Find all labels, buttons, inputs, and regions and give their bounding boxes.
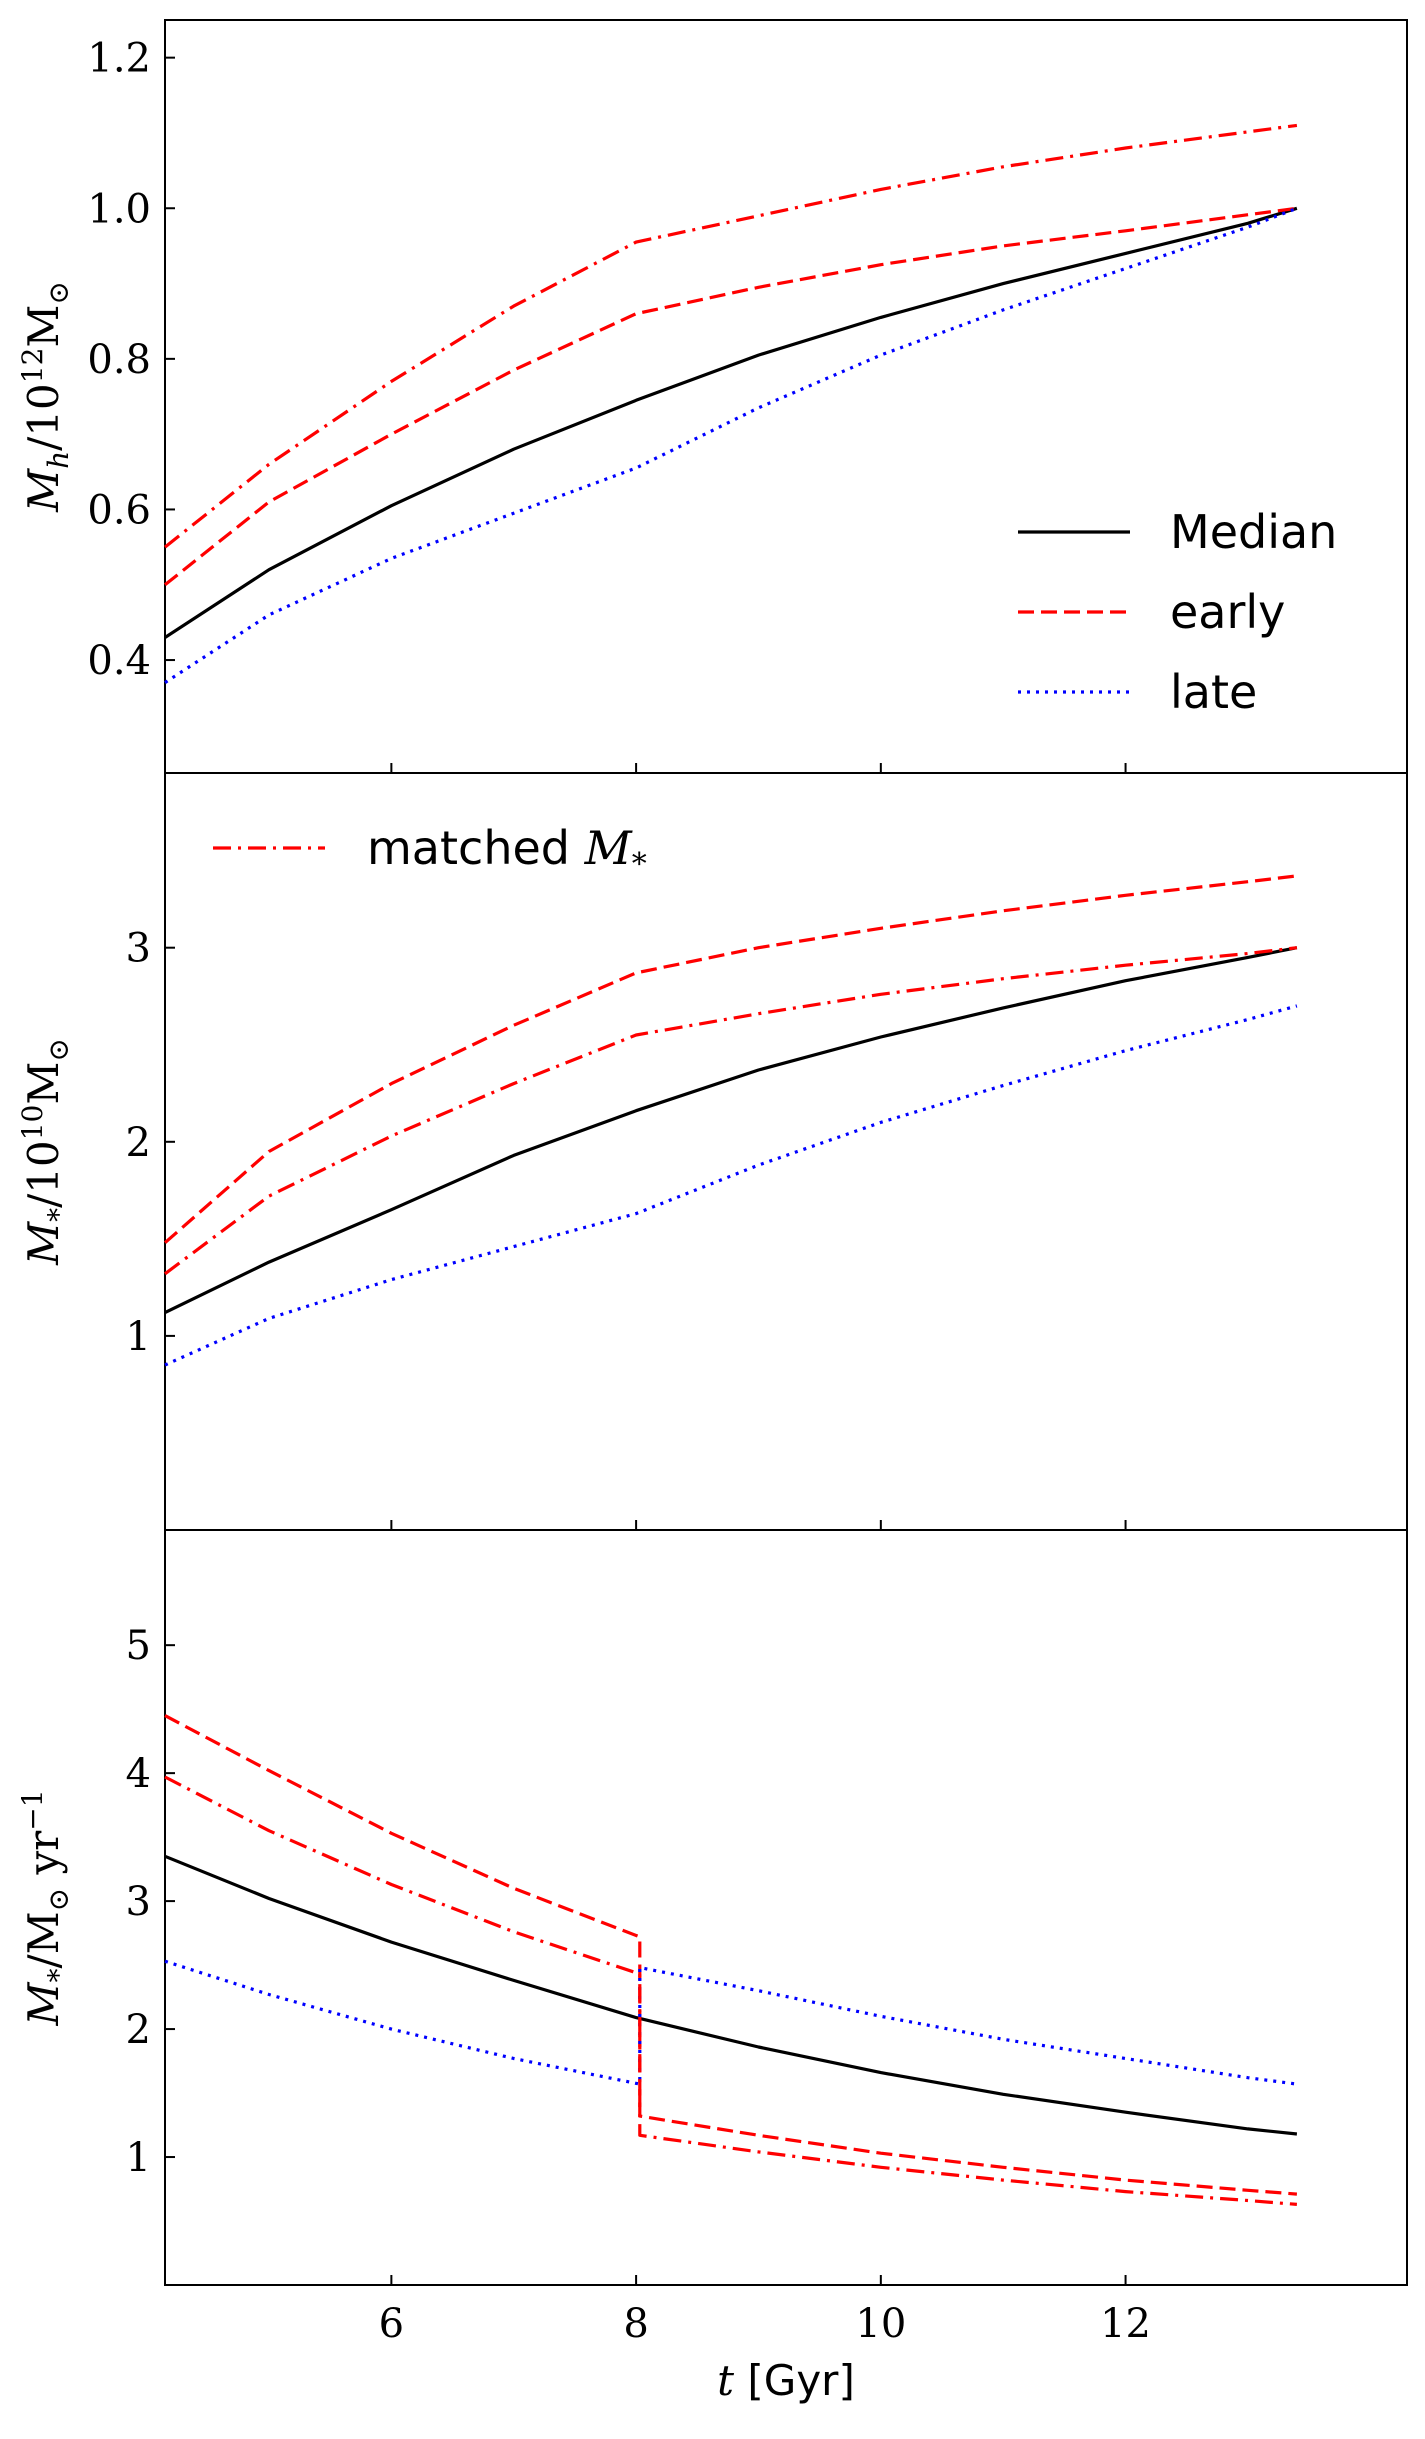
y-axis-label: M*/M⊙ yr−1	[16, 1789, 75, 2026]
x-tick-label: 6	[379, 2301, 404, 2347]
legend-entry: Median	[1170, 505, 1337, 559]
y-tick-label: 1.2	[87, 36, 151, 82]
panel-halo-mass: 0.4 0.6 0.8 1.0 1.2 Mh/1012M⊙ Median early late	[16, 19, 1408, 774]
series-line-solid	[164, 946, 1298, 1315]
y-tick-label: 0.6	[87, 487, 151, 533]
panel-stellar-mass: 1 2 3 M*/1010M⊙ matched M*	[16, 772, 1408, 1531]
x-tick-label: 10	[855, 2301, 906, 2347]
series-line-dashed	[164, 206, 1298, 587]
series-line-dashdot	[164, 1775, 1298, 2206]
y-tick-label: 0.8	[87, 337, 151, 383]
series-line-solid	[164, 1854, 1298, 2136]
y-tick-label: 5	[126, 1623, 151, 1669]
y-tick-label: 3	[126, 926, 151, 972]
y-tick-label: 2	[126, 1120, 151, 1166]
series-line-solid	[164, 206, 1298, 639]
series-line-dotted	[164, 206, 1298, 684]
series-line-dashed	[163, 874, 1298, 1244]
series-line-dotted	[164, 1959, 1298, 2086]
series-line-dashdot	[164, 946, 1298, 1276]
x-tick-label: 8	[623, 2301, 648, 2347]
series-line-dashdot	[164, 123, 1298, 549]
axes-frame	[164, 1529, 1408, 2286]
x-axis-label: t [Gyr]	[717, 2356, 855, 2405]
series-line-dotted	[164, 1004, 1298, 1367]
y-tick-label: 2	[126, 2007, 151, 2053]
y-tick-label: 1.0	[87, 186, 151, 232]
y-tick-label: 3	[126, 1879, 151, 1925]
legend-entry: late	[1170, 665, 1257, 719]
y-tick-label: 4	[126, 1751, 151, 1797]
x-tick-label: 12	[1100, 2301, 1151, 2347]
y-tick-label: 1	[126, 1314, 151, 1360]
y-tick-label: 1	[126, 2135, 151, 2181]
legend-entry: matched M*	[367, 821, 647, 882]
series-line-dashed	[164, 1714, 1298, 2196]
y-axis-label: M*/1010M⊙	[16, 1038, 75, 1266]
axes-frame	[164, 772, 1408, 1531]
legend-entry: early	[1170, 585, 1285, 639]
y-axis-label: Mh/1012M⊙	[16, 281, 75, 513]
y-tick-label: 0.4	[87, 638, 151, 684]
